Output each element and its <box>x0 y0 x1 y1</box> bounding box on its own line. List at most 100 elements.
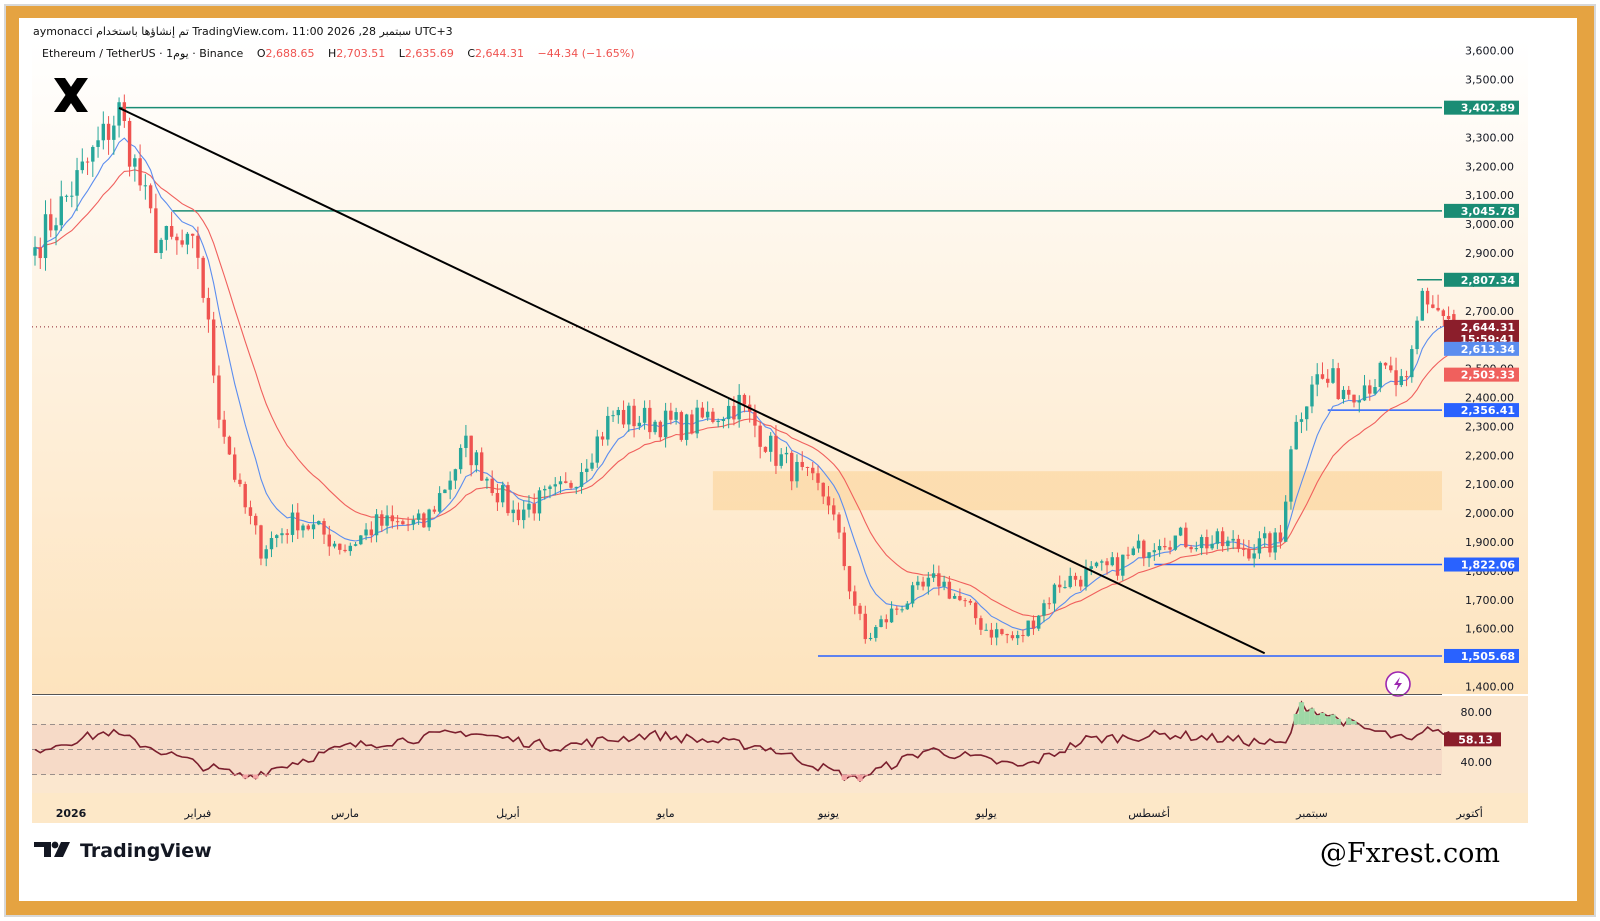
candle-down <box>49 198 53 238</box>
candle-body <box>127 120 132 167</box>
candle-body <box>1047 603 1051 605</box>
candle-up <box>769 432 773 462</box>
candle-up <box>1341 386 1346 404</box>
price-tick-label: 2,200.00 <box>1465 449 1514 462</box>
price-tick-label: 2,100.00 <box>1465 478 1514 491</box>
candle-down <box>532 493 536 521</box>
candle-down <box>1236 534 1241 553</box>
ohlc-line: Ethereum / TetherUS · 1يوم · Binance O2,… <box>42 47 634 60</box>
candle-body <box>1131 548 1135 555</box>
candle-down <box>1436 294 1440 312</box>
candle-up <box>653 419 657 435</box>
candle-down <box>1404 370 1409 387</box>
price-tick-label: 2,000.00 <box>1465 507 1514 520</box>
candle-down <box>343 544 347 553</box>
candle-body <box>1326 378 1330 383</box>
candle-up <box>427 508 431 531</box>
candle-body <box>553 484 557 487</box>
level-1822-tag: 1,822.06 <box>1461 559 1516 572</box>
candle-body <box>737 394 741 420</box>
candle-body <box>469 435 473 466</box>
candle-body <box>411 519 416 525</box>
level-3045-tag: 3,045.78 <box>1461 205 1515 218</box>
candle-body <box>301 525 305 531</box>
candle-down <box>963 598 967 607</box>
candle-body <box>70 195 74 197</box>
candle-body <box>385 515 389 526</box>
candle-body <box>1404 376 1409 378</box>
candle-up <box>1131 546 1135 556</box>
candle-up <box>269 531 274 558</box>
candle-up <box>527 495 531 518</box>
candle-body <box>1194 548 1199 550</box>
candle-up <box>353 541 358 547</box>
candle-up <box>1015 630 1020 646</box>
candle-body <box>1283 501 1288 542</box>
candle-up <box>1231 530 1235 550</box>
candle-down <box>406 516 410 532</box>
candle-up <box>485 476 489 489</box>
candle-body <box>569 482 573 488</box>
candle-body <box>495 493 500 503</box>
candle-down <box>469 435 473 477</box>
candle-body <box>1425 290 1430 305</box>
level-3402-tag-bg <box>1444 100 1519 115</box>
candle-body <box>238 479 242 485</box>
candle-body <box>889 608 894 623</box>
candle-up <box>916 575 920 590</box>
candle-down <box>1247 539 1251 561</box>
candle-body <box>1310 384 1314 407</box>
candle-down <box>1189 544 1193 553</box>
candle-down <box>1142 539 1146 567</box>
candle-down <box>1220 527 1225 552</box>
close-value: 2,644.31 <box>475 47 524 60</box>
candle-up <box>931 564 936 582</box>
candle-down <box>1347 385 1351 400</box>
candle-body <box>511 509 515 514</box>
time-tick-label: مارس <box>331 807 359 820</box>
candle-down <box>1425 287 1430 314</box>
candle-body <box>1000 629 1004 635</box>
candle-body <box>606 415 610 440</box>
candle-down <box>763 446 768 454</box>
candle-down <box>1073 572 1078 587</box>
candle-body <box>38 247 42 259</box>
candle-body <box>422 513 426 528</box>
candle-up <box>500 481 505 508</box>
ema-fast-tag: 2,613.34 <box>1461 343 1516 356</box>
candle-body <box>1173 535 1178 550</box>
candle-down <box>600 431 605 446</box>
candle-body <box>805 466 810 468</box>
candle-body <box>458 447 463 470</box>
candle-up <box>590 453 594 472</box>
candle-down <box>1126 546 1130 560</box>
candle-up <box>716 418 720 428</box>
candle-up <box>1378 361 1382 393</box>
lightning-icon[interactable] <box>1385 671 1411 697</box>
candle-up <box>1157 539 1162 557</box>
candle-up <box>464 424 468 458</box>
candle-up <box>705 401 710 421</box>
candle-up <box>280 528 284 544</box>
candle-body <box>1184 527 1188 548</box>
candle-body <box>1347 389 1351 395</box>
candle-up <box>385 505 389 534</box>
plot-background <box>32 40 1528 694</box>
candle-up <box>663 402 668 448</box>
candle-body <box>1068 575 1072 588</box>
candle-up <box>91 145 95 177</box>
candle-down <box>180 229 184 248</box>
price-tick-label: 3,200.00 <box>1465 160 1514 173</box>
candle-body <box>1163 546 1167 548</box>
candle-body <box>1352 394 1356 403</box>
candle-down <box>38 237 42 269</box>
candle-body <box>259 525 263 559</box>
candle-down <box>1268 531 1272 558</box>
candle-body <box>543 488 547 491</box>
candle-down <box>401 519 405 525</box>
candle-body <box>269 538 274 550</box>
candle-body <box>1052 584 1057 604</box>
candle-body <box>54 225 58 231</box>
candle-body <box>1357 400 1361 403</box>
level-3045-tag-bg <box>1444 203 1519 218</box>
